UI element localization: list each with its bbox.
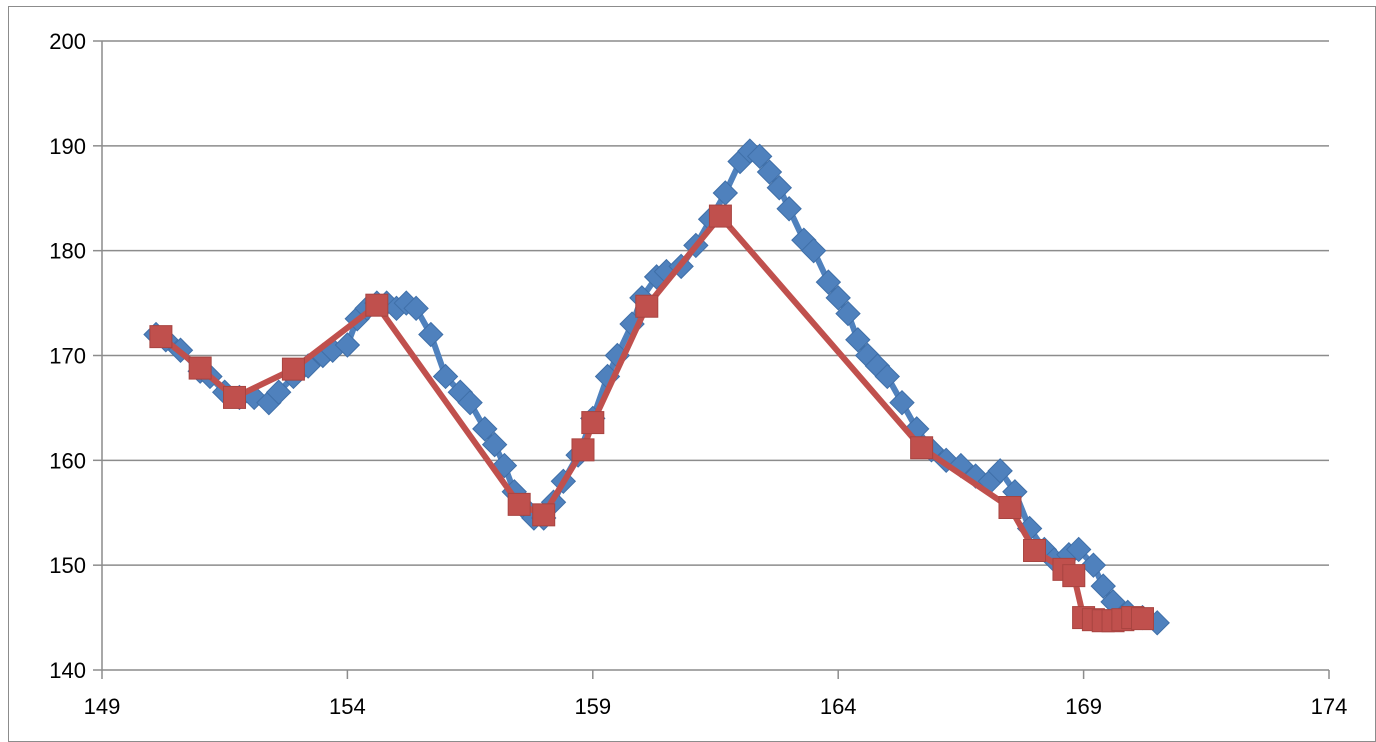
series-2-point bbox=[571, 438, 595, 462]
series-2-point bbox=[910, 436, 934, 460]
plot-area bbox=[143, 138, 1170, 636]
y-tick-label: 200 bbox=[49, 29, 86, 54]
gridlines bbox=[102, 40, 1329, 566]
series-2-point bbox=[149, 325, 173, 349]
series-2-point bbox=[708, 204, 732, 228]
x-tick-label: 174 bbox=[1311, 694, 1348, 719]
series-1-point bbox=[403, 295, 429, 322]
series-1-line bbox=[154, 148, 1159, 626]
series-1-point bbox=[1080, 552, 1107, 578]
series-1-point bbox=[756, 159, 783, 185]
series-1-point bbox=[800, 237, 827, 264]
series-1-point bbox=[845, 327, 871, 353]
series-2 bbox=[149, 204, 1154, 633]
series-1-point bbox=[712, 180, 739, 206]
series-2-point bbox=[188, 356, 212, 380]
series-2-point bbox=[1023, 538, 1047, 562]
series-1-point bbox=[481, 431, 508, 458]
x-tick-label: 164 bbox=[820, 694, 857, 719]
series-1-point bbox=[334, 332, 361, 358]
series-1-point bbox=[766, 175, 793, 201]
x-tick-label: 159 bbox=[574, 694, 611, 719]
series-1-point bbox=[265, 379, 292, 405]
series-1-point bbox=[432, 363, 459, 390]
x-tick-label: 154 bbox=[329, 694, 366, 719]
y-tick-label: 160 bbox=[49, 448, 86, 473]
x-tick-label: 149 bbox=[84, 694, 121, 719]
tick-labels: 140 150 160 170 180 190 200 149 154 159 164 169 174 bbox=[49, 29, 1347, 719]
series-1-point bbox=[835, 300, 861, 327]
x-tick-label: 169 bbox=[1065, 694, 1102, 719]
series-1-point bbox=[472, 416, 498, 442]
series-1-point bbox=[1065, 536, 1092, 563]
y-tick-label: 190 bbox=[49, 134, 86, 159]
series-2-point bbox=[635, 294, 659, 318]
series-2-point bbox=[1130, 607, 1154, 631]
series-2-point bbox=[532, 503, 556, 527]
series-1-point bbox=[746, 143, 773, 170]
series-2-point bbox=[581, 411, 605, 435]
series-1 bbox=[143, 138, 1170, 636]
series-1-point bbox=[776, 196, 802, 222]
series-2-point bbox=[223, 385, 247, 409]
series-2-point bbox=[281, 357, 305, 381]
series-2-point bbox=[1062, 564, 1086, 588]
series-1-point bbox=[825, 285, 851, 311]
series-2-point bbox=[365, 293, 389, 317]
series-1-point bbox=[889, 389, 915, 416]
y-tick-label: 180 bbox=[49, 239, 86, 264]
axes bbox=[93, 40, 1330, 679]
series-1-point bbox=[987, 458, 1013, 484]
series-1-point bbox=[815, 269, 842, 295]
series-2-point bbox=[998, 496, 1022, 520]
series-2-point bbox=[507, 492, 531, 516]
series-1-point bbox=[874, 363, 900, 390]
series-1-point bbox=[457, 389, 483, 416]
series-1-point bbox=[418, 321, 444, 348]
y-tick-label: 150 bbox=[49, 553, 86, 578]
y-tick-label: 170 bbox=[49, 344, 86, 369]
y-tick-label: 140 bbox=[49, 658, 86, 683]
series-1-point bbox=[1090, 573, 1116, 599]
